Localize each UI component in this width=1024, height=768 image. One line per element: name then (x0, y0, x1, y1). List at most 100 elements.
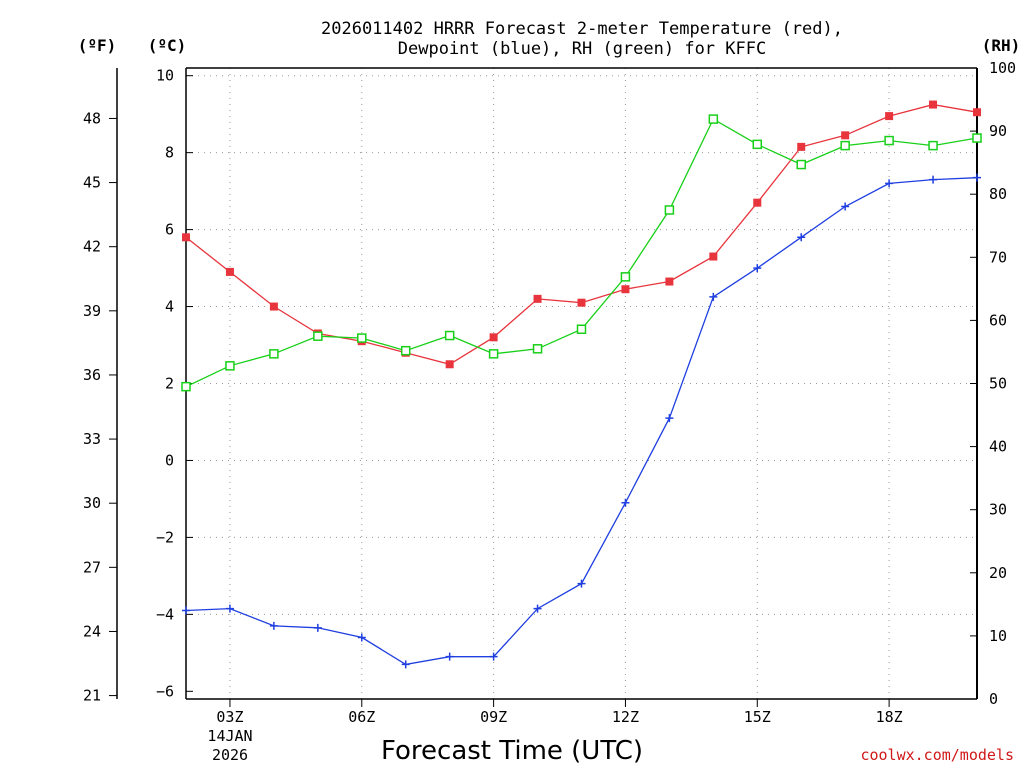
temperature-point (225, 267, 234, 276)
temperature-point (182, 233, 190, 242)
tick-label-fahrenheit: 30 (83, 494, 101, 512)
rh-point (664, 205, 675, 215)
rh-point (708, 114, 719, 124)
dewpoint-point (841, 202, 850, 211)
rh-point (488, 349, 499, 359)
tick-label-celsius: 10 (156, 67, 174, 85)
tick-label-rh: 0 (989, 690, 998, 708)
tick-label-celsius: 6 (165, 221, 174, 239)
rh-point (400, 345, 411, 356)
date-label-day: 14JAN (207, 727, 252, 745)
tick-label-fahrenheit: 24 (83, 622, 101, 640)
unit-celsius-label: (ºC) (148, 36, 187, 55)
series-layer (181, 100, 982, 669)
tick-label-rh: 30 (989, 501, 1007, 519)
dewpoint-point (797, 233, 806, 242)
tick-label-celsius: −2 (156, 528, 174, 546)
rh-point (532, 344, 543, 354)
temperature-point (489, 333, 498, 342)
dewpoint-point (709, 292, 718, 301)
tick-label-fahrenheit: 33 (83, 430, 101, 448)
rh-point (620, 272, 631, 282)
dewpoint-point (269, 621, 278, 630)
tick-label-fahrenheit: 42 (83, 238, 101, 256)
tick-label-x: 09Z (480, 708, 507, 726)
rh-point (444, 330, 455, 341)
temperature-point (445, 360, 454, 369)
dewpoint-point (753, 264, 762, 273)
dewpoint-point (489, 652, 498, 661)
tick-label-fahrenheit: 48 (83, 109, 101, 127)
dewpoint-point (929, 175, 938, 184)
temperature-point (269, 302, 278, 311)
temperature-point (709, 252, 718, 261)
site-credit: coolwx.com/models (860, 746, 1014, 764)
series-green (181, 114, 982, 392)
tick-label-x: 06Z (348, 708, 375, 726)
rh-point (357, 333, 367, 343)
tick-label-rh: 40 (989, 438, 1007, 456)
tick-label-rh: 20 (989, 564, 1007, 582)
gridlines (186, 68, 977, 699)
dewpoint-point (665, 414, 674, 423)
tick-label-rh: 90 (989, 122, 1007, 140)
dewpoint-point (973, 173, 981, 182)
series-line-blue (185, 177, 978, 666)
dewpoint-point (225, 604, 234, 613)
rh-point (840, 140, 850, 151)
temperature-point (753, 198, 762, 207)
tick-label-fahrenheit: 21 (83, 687, 101, 705)
tick-label-fahrenheit: 39 (83, 302, 101, 320)
date-label-year: 2026 (212, 746, 248, 764)
temperature-point (665, 277, 674, 286)
dewpoint-point (401, 660, 410, 669)
tick-label-rh: 80 (989, 185, 1007, 203)
dewpoint-point (182, 606, 190, 615)
tick-label-x: 12Z (612, 708, 639, 726)
axes (116, 67, 978, 700)
temperature-point (885, 112, 894, 121)
tick-label-celsius: 2 (165, 375, 174, 393)
dewpoint-point (313, 623, 322, 632)
dewpoint-point (885, 179, 894, 188)
x-axis-title: Forecast Time (UTC) (381, 736, 643, 766)
tick-label-celsius: 4 (165, 298, 174, 316)
temperature-point (973, 108, 981, 117)
rh-point (884, 135, 894, 146)
temperature-point (797, 142, 806, 151)
rh-point (313, 331, 323, 341)
tick-label-celsius: −4 (156, 605, 174, 623)
tick-label-celsius: 0 (165, 451, 174, 469)
tick-label-celsius: −6 (156, 682, 174, 700)
tick-label-fahrenheit: 27 (83, 558, 101, 576)
dewpoint-point (577, 579, 586, 588)
unit-fahrenheit-label: (ºF) (78, 36, 117, 55)
tick-label-rh: 50 (989, 375, 1007, 393)
temperature-point (929, 100, 938, 109)
tick-label-rh: 100 (989, 59, 1016, 77)
unit-rh-label: (RH) (982, 36, 1021, 55)
rh-point (928, 140, 938, 151)
tick-label-x: 03Z (216, 708, 243, 726)
dewpoint-point (621, 498, 630, 507)
chart-title-line2: Dewpoint (blue), RH (green) for KFFC (398, 39, 766, 59)
dewpoint-point (445, 652, 454, 661)
tick-marks: −6−4−20246810212427303336394245480102030… (83, 59, 1016, 726)
temperature-point (621, 285, 630, 294)
tick-label-rh: 10 (989, 627, 1007, 645)
rh-point (181, 381, 191, 392)
tick-label-rh: 70 (989, 248, 1007, 266)
temperature-point (577, 298, 586, 307)
dewpoint-point (533, 604, 542, 613)
rh-point (269, 349, 279, 359)
rh-point (796, 159, 806, 170)
rh-point (225, 361, 235, 371)
rh-point (752, 139, 763, 150)
tick-label-fahrenheit: 36 (83, 366, 101, 384)
tick-label-rh: 60 (989, 311, 1007, 329)
rh-point (576, 324, 587, 334)
series-line-green (185, 118, 978, 388)
tick-label-celsius: 8 (165, 144, 174, 162)
chart-title-line1: 2026011402 HRRR Forecast 2-meter Tempera… (321, 19, 843, 39)
